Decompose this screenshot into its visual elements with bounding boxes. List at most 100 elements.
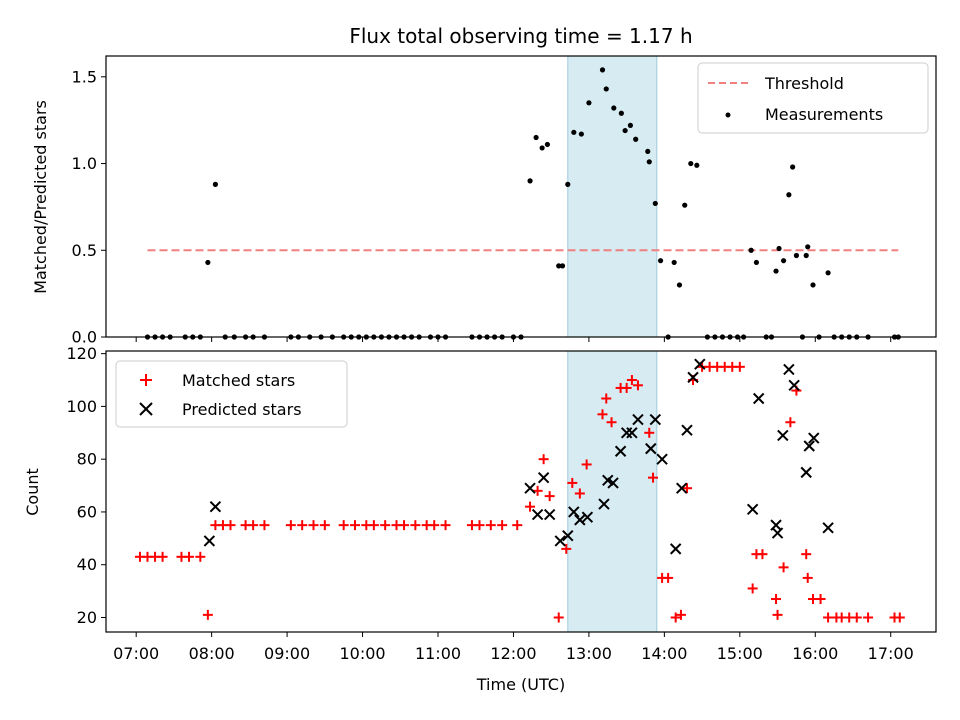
legend-predicted-label: Predicted stars — [182, 400, 302, 419]
matched-star-point — [734, 361, 745, 372]
predicted-star-point — [746, 503, 759, 516]
y-tick-label: 40 — [77, 555, 97, 574]
matched-star-point — [485, 520, 496, 531]
matched-star-point — [338, 520, 349, 531]
measurement-point — [652, 200, 658, 207]
predicted-star-point — [656, 453, 668, 465]
predicted-star-point — [568, 506, 580, 518]
matched-star-point — [778, 562, 789, 573]
matched-star-point — [561, 543, 572, 554]
x-tick-label: 13:00 — [566, 644, 612, 663]
measurement-point — [603, 86, 609, 92]
measurement-point — [805, 244, 811, 250]
top-ylabel: Matched/Predicted stars — [31, 100, 50, 294]
top-plot-frame — [105, 55, 937, 338]
top-legend: Threshold Measurements — [697, 62, 929, 134]
x-tick-label: 09:00 — [264, 644, 310, 663]
predicted-star-point — [524, 482, 536, 494]
matched-star-point — [350, 520, 360, 531]
matched-star-point — [815, 594, 826, 605]
predicted-star-point — [822, 522, 834, 534]
matched-star-point — [195, 551, 206, 562]
y-tick-label: 20 — [77, 608, 97, 627]
bottom-panel: 20 40 60 80 100 120 07:00 08:00 09:00 10:00 11:00… — [23, 344, 937, 694]
matched-star-point — [440, 520, 451, 531]
matched-star-point — [757, 549, 768, 560]
measurement-point — [578, 131, 584, 137]
measurement-point — [556, 263, 562, 269]
measurement-point — [527, 178, 533, 184]
matched-star-point — [581, 459, 592, 470]
matched-star-point — [512, 520, 523, 531]
matched-star-point — [368, 520, 379, 531]
measurement-point — [571, 129, 577, 135]
legend-matched-swatch — [140, 374, 152, 386]
legend-measurements-swatch — [725, 112, 731, 118]
measurement-point — [780, 258, 787, 264]
matched-star-point — [429, 520, 440, 531]
matched-star-point — [601, 393, 612, 404]
matched-star-point — [863, 612, 874, 623]
x-tick-label: 11:00 — [415, 644, 461, 663]
measurement-point — [790, 164, 796, 170]
measurement-point — [539, 145, 545, 151]
y-tick-label: 80 — [77, 450, 97, 469]
predicted-star-point — [694, 358, 706, 370]
measurement-point — [544, 141, 551, 148]
bottom-xlabel: Time (UTC) — [476, 675, 565, 694]
matched-star-point — [184, 551, 194, 562]
matched-star-point — [410, 520, 421, 531]
measurement-point — [559, 263, 566, 269]
matched-star-point — [894, 612, 905, 623]
measurement-point — [646, 159, 652, 165]
y-tick-label: 60 — [77, 502, 97, 521]
top-panel: 0.0 0.5 1.0 1.5 Matched/Predicted stars Thr… — [31, 55, 937, 347]
predicted-star-point — [788, 379, 800, 392]
measurement-point — [586, 100, 592, 106]
matched-star-point — [248, 520, 259, 531]
x-tick-label: 17:00 — [868, 644, 914, 663]
legend-threshold-label: Threshold — [764, 74, 844, 93]
predicted-star-point — [209, 500, 222, 513]
measurement-point — [599, 67, 606, 73]
matched-star-point — [285, 520, 296, 531]
matched-star-point — [202, 609, 213, 620]
matched-star-point — [567, 477, 578, 488]
matched-star-point — [632, 380, 643, 391]
measurement-point — [676, 282, 683, 288]
matched-star-point — [682, 483, 692, 494]
x-tick-label: 14:00 — [641, 644, 687, 663]
matched-star-point — [644, 427, 655, 438]
measurement-point — [622, 127, 628, 134]
matched-star-point — [574, 488, 585, 499]
predicted-star-point — [562, 529, 574, 542]
measurement-point — [633, 136, 639, 142]
predicted-star-point — [783, 363, 795, 376]
top-shaded-region — [567, 55, 658, 338]
measurement-point — [627, 122, 634, 128]
measurement-point — [611, 105, 617, 111]
matched-star-point — [802, 572, 813, 583]
y-tick-label: 1.0 — [72, 154, 97, 173]
measurement-point — [825, 270, 831, 276]
bottom-legend: Matched stars Predicted stars — [115, 360, 348, 428]
predicted-star-point — [669, 543, 682, 555]
measurement-point — [810, 282, 816, 288]
measurement-point — [776, 245, 782, 252]
predicted-star-point — [645, 442, 657, 455]
matched-star-point — [670, 612, 681, 623]
measurement-point — [618, 110, 624, 116]
y-tick-label: 0.5 — [72, 241, 97, 260]
matched-star-point — [663, 572, 674, 583]
measurement-point — [645, 148, 651, 155]
predicted-star-point — [777, 429, 789, 442]
predicted-star-point — [676, 482, 688, 494]
y-tick-label: 1.5 — [72, 67, 97, 86]
predicted-star-point — [681, 424, 693, 436]
legend-measurements-label: Measurements — [765, 105, 883, 124]
predicted-star-point — [771, 527, 784, 539]
predicted-star-point — [531, 508, 544, 521]
matched-star-point — [399, 520, 410, 531]
matched-star-point — [648, 472, 659, 483]
